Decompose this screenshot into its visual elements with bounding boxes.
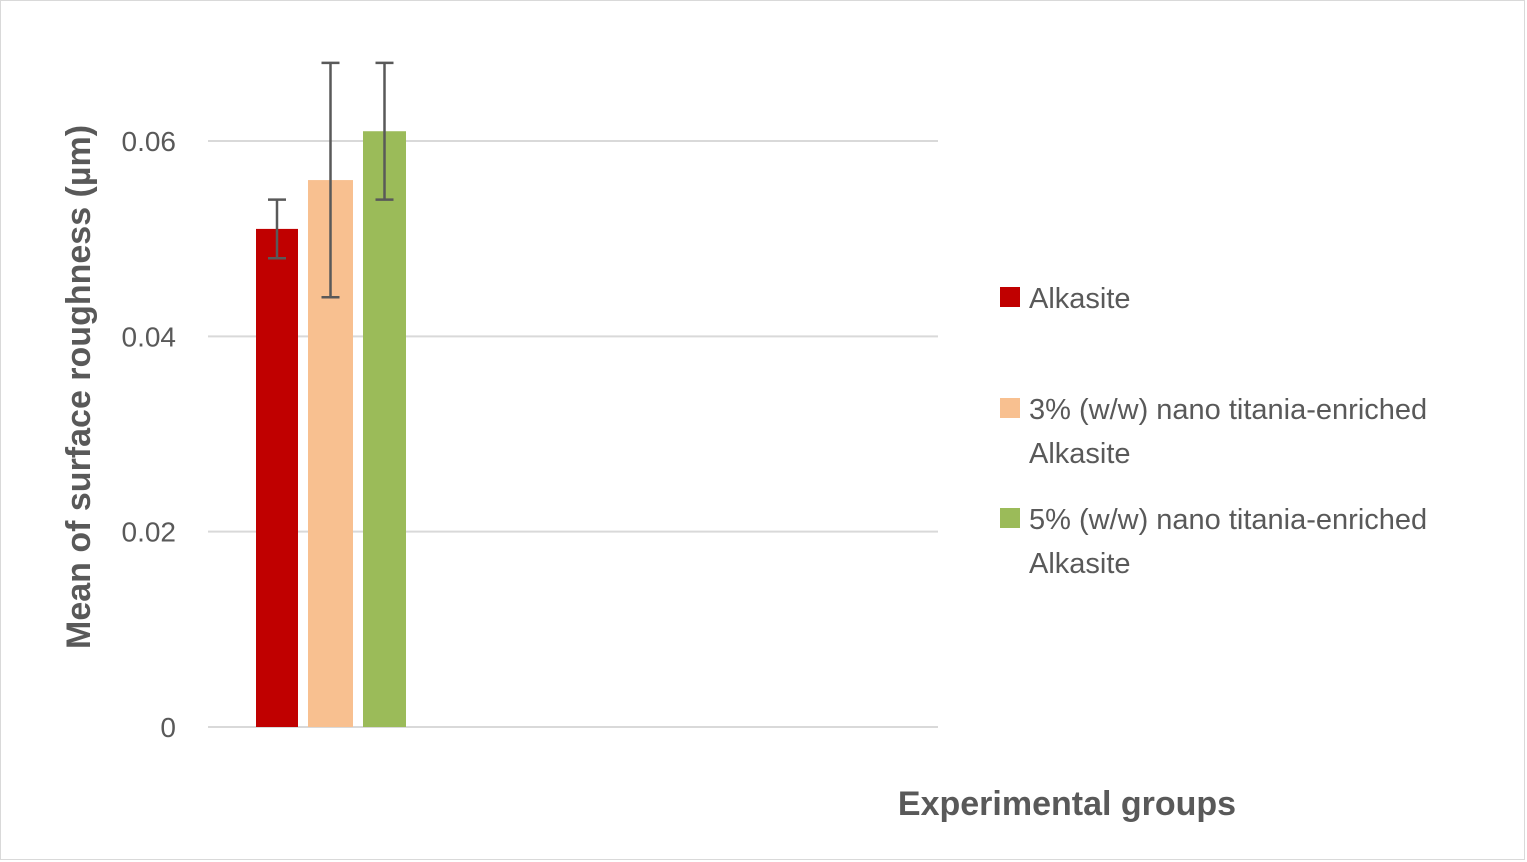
- bar: [256, 228, 298, 727]
- bar: [363, 131, 406, 727]
- legend-swatch: [1000, 508, 1020, 528]
- legend-label: 5% (w/w) nano titania-enriched: [1029, 504, 1427, 536]
- x-axis-title: Experimental groups: [898, 785, 1236, 823]
- legend-swatch: [1000, 398, 1020, 418]
- legend: Alkasite 3% (w/w) nano titania-enriched Al…: [1000, 283, 1427, 580]
- y-tick-label: 0.04: [122, 321, 177, 352]
- legend-label: Alkasite: [1029, 438, 1131, 470]
- y-tick-label: 0.02: [122, 517, 177, 548]
- y-axis-ticks: 0 0.02 0.04 0.06: [122, 126, 177, 743]
- legend-label: Alkasite: [1029, 283, 1131, 315]
- legend-swatch: [1000, 287, 1020, 307]
- y-tick-label: 0.06: [122, 126, 177, 157]
- legend-label: 3% (w/w) nano titania-enriched: [1029, 394, 1427, 426]
- y-tick-label: 0: [160, 712, 176, 743]
- legend-label: Alkasite: [1029, 548, 1131, 580]
- y-axis-title: Mean of surface roughness (µm): [60, 125, 98, 649]
- bars: [256, 131, 406, 728]
- error-bars: [268, 61, 394, 299]
